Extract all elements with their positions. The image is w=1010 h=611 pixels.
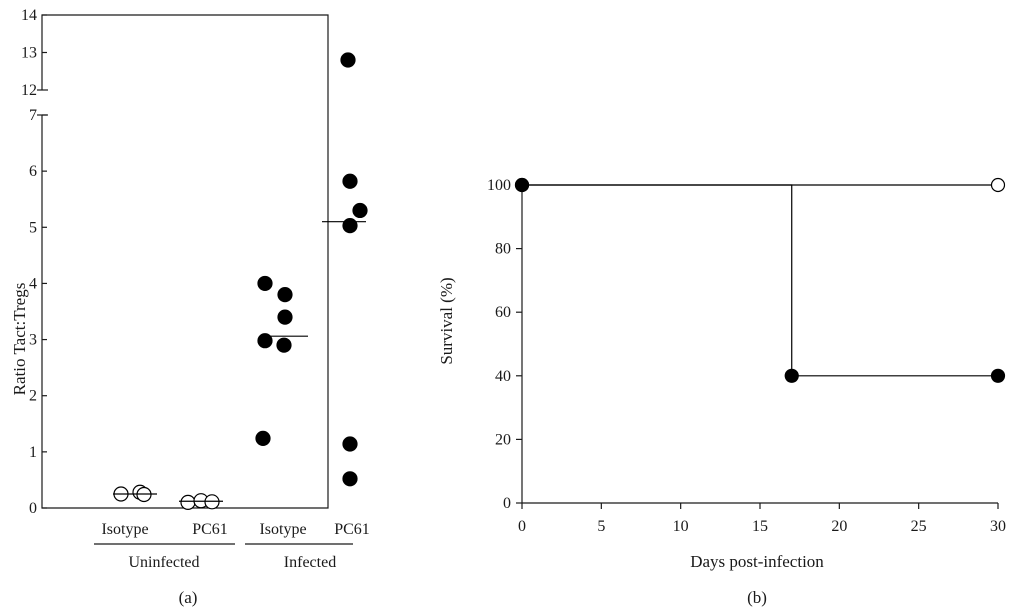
panel-a-data-points bbox=[113, 52, 368, 510]
data-point bbox=[257, 333, 273, 349]
y-tick-label: 0 bbox=[503, 495, 511, 512]
panel-b-label: (b) bbox=[747, 588, 767, 607]
data-point bbox=[352, 202, 368, 219]
data-point bbox=[342, 173, 358, 189]
data-point bbox=[257, 275, 273, 292]
y-tick-label: 13 bbox=[21, 45, 37, 62]
x-tick-label: 25 bbox=[911, 518, 927, 535]
y-tick-label: 6 bbox=[29, 163, 37, 180]
survival-series-line bbox=[522, 184, 998, 377]
survival-data-point bbox=[990, 368, 1006, 383]
y-tick-label: 5 bbox=[29, 219, 37, 236]
y-tick-label: 20 bbox=[495, 431, 511, 448]
y-tick-label: 80 bbox=[495, 241, 511, 258]
x-tick-label: 30 bbox=[990, 518, 1006, 535]
data-point bbox=[180, 494, 196, 510]
panel-a-y-axis-title: Ratio Tact:Tregs bbox=[10, 283, 29, 396]
category-label: Isotype bbox=[101, 521, 148, 538]
panel-b-y-axis-title: Survival (%) bbox=[437, 277, 456, 364]
x-tick-label: 15 bbox=[752, 518, 768, 535]
panel-b-data-points bbox=[514, 177, 1006, 383]
y-tick-label: 3 bbox=[29, 332, 37, 349]
data-point bbox=[255, 430, 271, 446]
category-label: Isotype bbox=[259, 521, 306, 538]
y-tick-label: 40 bbox=[495, 368, 511, 385]
y-tick-label: 60 bbox=[495, 304, 511, 321]
data-point bbox=[342, 218, 358, 234]
y-tick-label: 1 bbox=[29, 444, 37, 461]
y-tick-label: 14 bbox=[21, 7, 37, 24]
survival-data-point bbox=[990, 177, 1006, 193]
data-point bbox=[340, 52, 356, 68]
y-tick-label: 0 bbox=[29, 500, 37, 517]
condition-label-uninfected: Uninfected bbox=[128, 554, 199, 571]
data-point bbox=[342, 436, 358, 452]
survival-data-point bbox=[784, 368, 799, 383]
y-tick-label: 7 bbox=[29, 107, 37, 124]
panel-a-label: (a) bbox=[179, 588, 198, 607]
survival-data-point bbox=[514, 177, 530, 193]
panel-a-category-labels: Isotype PC61 Isotype PC61 bbox=[101, 521, 369, 538]
panel-b-series-lines bbox=[522, 184, 998, 377]
y-tick-label: 100 bbox=[487, 177, 511, 194]
data-point bbox=[276, 337, 292, 353]
data-point bbox=[277, 287, 293, 303]
x-tick-label: 0 bbox=[518, 518, 526, 535]
y-tick-label: 2 bbox=[29, 388, 37, 405]
category-label: PC61 bbox=[334, 521, 370, 538]
y-tick-label: 4 bbox=[29, 275, 37, 292]
x-tick-label: 5 bbox=[597, 518, 605, 535]
panel-b-axes bbox=[521, 185, 998, 504]
category-label: PC61 bbox=[192, 521, 228, 538]
panel-b-survival-chart: 0 5 10 15 20 25 30 0 20 40 60 80 100 Survival (%) Da… bbox=[437, 177, 1006, 607]
panel-b-x-axis-title: Days post-infection bbox=[690, 552, 824, 571]
panel-b-ticks: 0 5 10 15 20 25 30 0 20 40 60 80 100 bbox=[487, 177, 1006, 535]
data-point bbox=[277, 309, 293, 325]
condition-label-infected: Infected bbox=[284, 554, 336, 571]
data-point bbox=[342, 471, 358, 487]
x-tick-label: 20 bbox=[831, 518, 847, 535]
panel-a-axes bbox=[41, 14, 329, 509]
x-tick-label: 10 bbox=[673, 518, 689, 535]
y-tick-label: 12 bbox=[21, 82, 37, 99]
